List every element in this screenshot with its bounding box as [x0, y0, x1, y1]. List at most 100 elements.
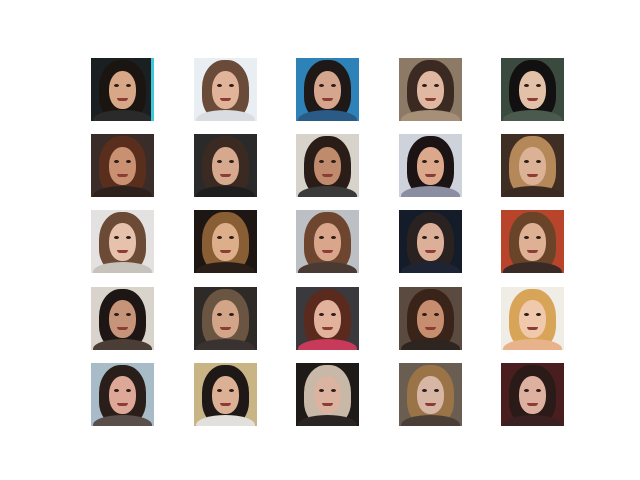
face-shape: [212, 300, 239, 338]
eye-shape: [536, 160, 541, 163]
eye-shape: [217, 236, 222, 239]
face-tile: [194, 210, 257, 273]
eye-shape: [536, 84, 541, 87]
eye-shape: [536, 236, 541, 239]
mouth-shape: [220, 403, 231, 406]
eye-shape: [524, 236, 529, 239]
face-tile: [194, 58, 257, 121]
mouth-shape: [425, 98, 436, 101]
shoulders-shape: [401, 262, 460, 273]
mouth-shape: [322, 174, 333, 177]
face-tile: [91, 363, 154, 426]
shoulders-shape: [503, 339, 562, 350]
mouth-shape: [220, 250, 231, 253]
face-shape: [417, 223, 444, 261]
face-shape: [519, 147, 546, 185]
face-shape: [109, 71, 136, 109]
eye-shape: [319, 84, 324, 87]
shoulders-shape: [196, 339, 255, 350]
mouth-shape: [322, 250, 333, 253]
eye-shape: [126, 313, 131, 316]
eye-shape: [331, 84, 336, 87]
face-shape: [519, 376, 546, 414]
mouth-shape: [322, 98, 333, 101]
face-tile: [501, 58, 564, 121]
eye-shape: [114, 84, 119, 87]
shoulders-shape: [93, 262, 152, 273]
face-tile: [194, 363, 257, 426]
face-shape: [519, 223, 546, 261]
eye-shape: [331, 313, 336, 316]
eye-shape: [524, 160, 529, 163]
eye-shape: [331, 389, 336, 392]
eye-shape: [434, 84, 439, 87]
eye-shape: [434, 160, 439, 163]
eye-shape: [114, 160, 119, 163]
face-tile: [296, 210, 359, 273]
shoulders-shape: [298, 415, 357, 426]
eye-shape: [126, 236, 131, 239]
mouth-shape: [220, 98, 231, 101]
shoulders-shape: [298, 186, 357, 197]
face-tile: [91, 134, 154, 197]
eye-shape: [217, 160, 222, 163]
eye-shape: [126, 84, 131, 87]
eye-shape: [319, 389, 324, 392]
eye-shape: [422, 236, 427, 239]
mouth-shape: [117, 327, 128, 330]
mouth-shape: [527, 250, 538, 253]
face-shape: [109, 300, 136, 338]
eye-shape: [229, 313, 234, 316]
eye-shape: [319, 313, 324, 316]
eye-shape: [536, 389, 541, 392]
face-shape: [314, 376, 341, 414]
face-shape: [417, 71, 444, 109]
shoulders-shape: [401, 415, 460, 426]
mouth-shape: [425, 250, 436, 253]
shoulders-shape: [298, 110, 357, 121]
eye-shape: [217, 84, 222, 87]
face-shape: [109, 223, 136, 261]
face-tile: [501, 134, 564, 197]
face-tile: [296, 134, 359, 197]
shoulders-shape: [196, 186, 255, 197]
mouth-shape: [220, 327, 231, 330]
face-shape: [109, 147, 136, 185]
mouth-shape: [117, 98, 128, 101]
eye-shape: [114, 236, 119, 239]
mouth-shape: [425, 174, 436, 177]
face-shape: [212, 223, 239, 261]
mouth-shape: [117, 174, 128, 177]
shoulders-shape: [196, 262, 255, 273]
face-tile: [296, 363, 359, 426]
face-tile: [91, 287, 154, 350]
mouth-shape: [220, 174, 231, 177]
mouth-shape: [117, 403, 128, 406]
eye-shape: [524, 313, 529, 316]
face-tile: [91, 210, 154, 273]
eye-shape: [422, 313, 427, 316]
shoulders-shape: [401, 186, 460, 197]
mouth-shape: [322, 327, 333, 330]
face-shape: [212, 376, 239, 414]
shoulders-shape: [298, 262, 357, 273]
face-shape: [314, 223, 341, 261]
face-tile: [399, 363, 462, 426]
eye-shape: [524, 389, 529, 392]
face-tile: [194, 134, 257, 197]
face-shape: [519, 71, 546, 109]
eye-shape: [217, 313, 222, 316]
mouth-shape: [425, 327, 436, 330]
face-tile: [399, 287, 462, 350]
shoulders-shape: [401, 110, 460, 121]
shoulders-shape: [93, 186, 152, 197]
face-tile: [399, 210, 462, 273]
mouth-shape: [527, 174, 538, 177]
face-shape: [417, 376, 444, 414]
face-shape: [314, 300, 341, 338]
shoulders-shape: [93, 415, 152, 426]
shoulders-shape: [503, 186, 562, 197]
shoulders-shape: [503, 110, 562, 121]
face-shape: [212, 147, 239, 185]
mouth-shape: [527, 327, 538, 330]
